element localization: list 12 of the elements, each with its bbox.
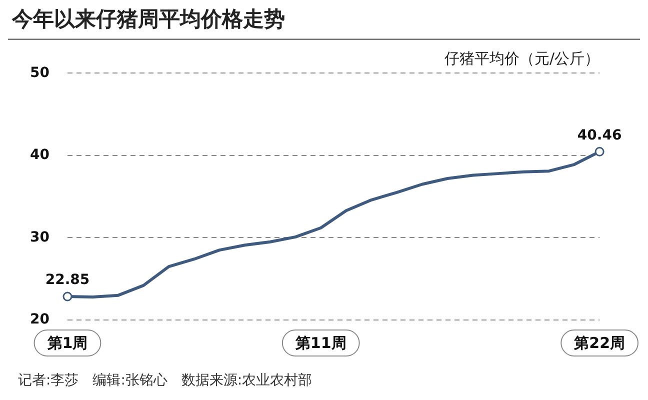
data-label: 40.46	[577, 127, 622, 144]
y-tick-label: 50	[30, 64, 50, 81]
data-label: 22.85	[45, 272, 90, 288]
y-tick-label: 20	[30, 312, 50, 328]
text: 记者:李莎 编辑:张铭心 数据来源:农业农村部	[18, 372, 312, 389]
y-axis-title: 仔猪平均价（元/公斤）	[444, 50, 600, 68]
x-tick-label: 第1周	[46, 334, 88, 352]
x-tick-label: 第11周	[294, 334, 346, 352]
y-tick-label: 40	[30, 147, 50, 164]
chart-title: 今年以来仔猪周平均价格走势	[11, 7, 285, 32]
x-tick-label: 第22周	[573, 334, 625, 352]
y-tick-label: 30	[30, 229, 50, 246]
